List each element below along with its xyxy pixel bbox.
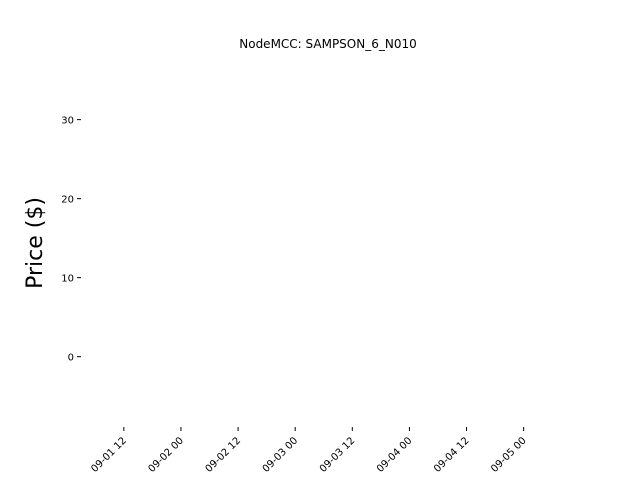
- y-tick-label: 0: [68, 353, 74, 364]
- x-tick-label: 09-03 00: [261, 435, 301, 475]
- x-tick-label: 09-04 12: [432, 435, 472, 475]
- y-axis-label: Price ($): [23, 197, 48, 289]
- y-tick-label: 10: [61, 274, 74, 285]
- x-tick-label: 09-02 12: [204, 435, 244, 475]
- x-tick-label: 09-02 00: [146, 435, 186, 475]
- x-tick-label: 09-03 12: [318, 435, 358, 475]
- y-tick-label: 20: [61, 195, 74, 206]
- y-tick-label: 30: [61, 116, 74, 127]
- chart-title: NodeMCC: SAMPSON_6_N010: [239, 37, 416, 51]
- x-tick-label: 09-01 12: [89, 435, 129, 475]
- x-tick-label: 09-04 00: [375, 435, 415, 475]
- x-tick-label: 09-05 00: [489, 435, 529, 475]
